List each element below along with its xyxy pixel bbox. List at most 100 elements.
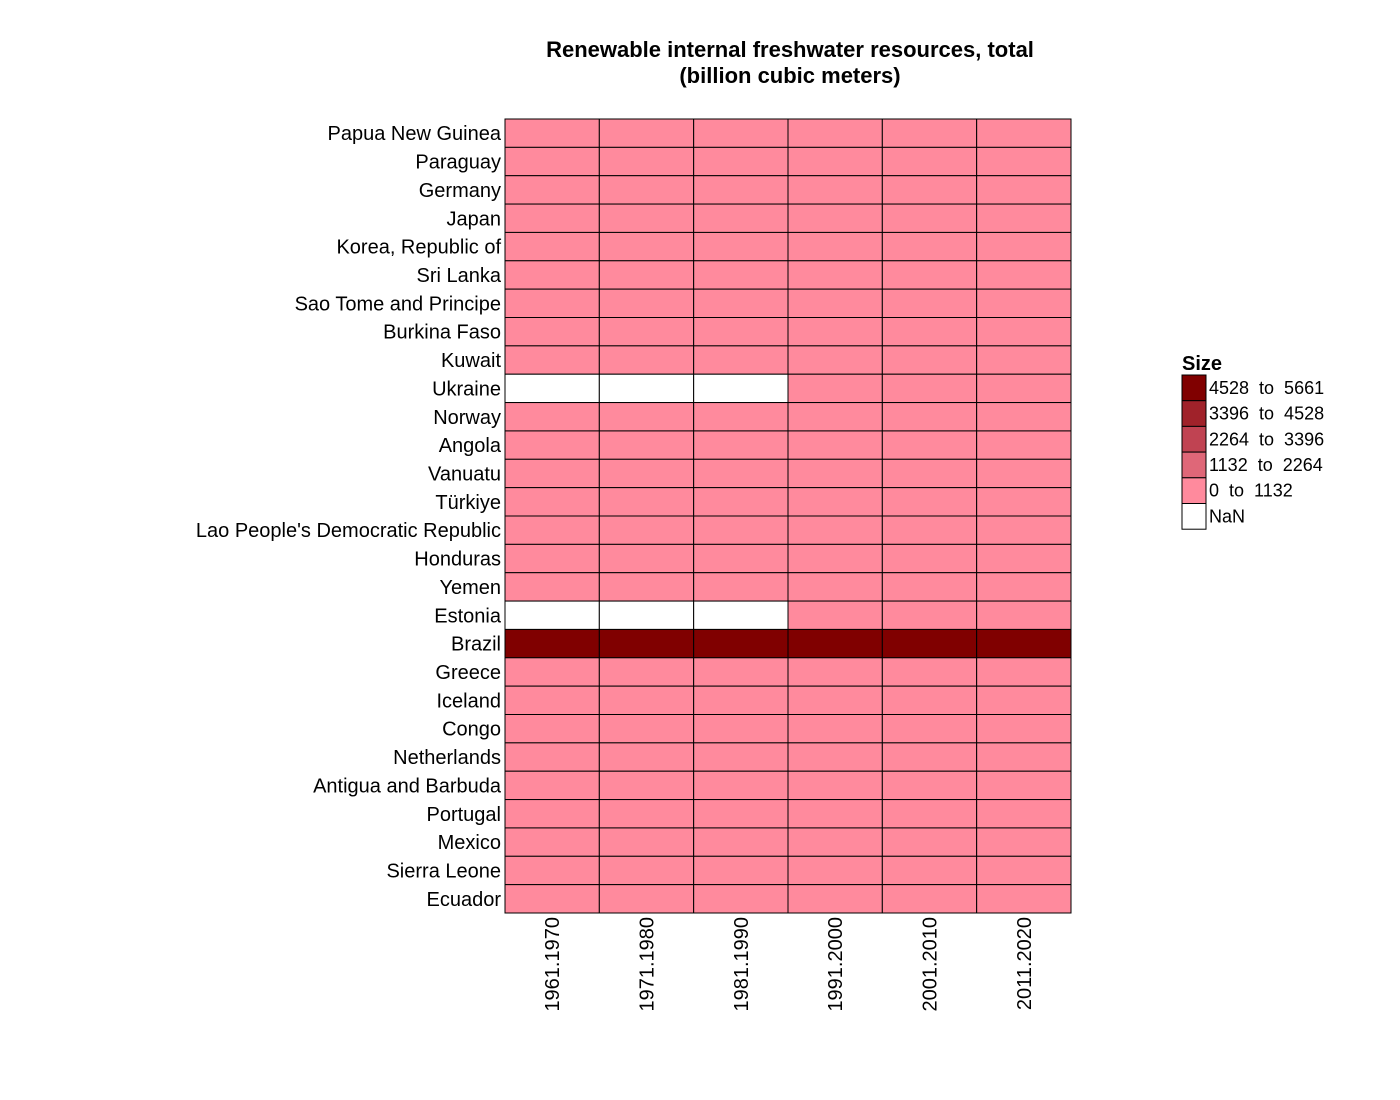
column-label: 1971.1980 bbox=[637, 917, 659, 1012]
heatmap-cell bbox=[976, 714, 1072, 744]
heatmap-cell bbox=[787, 742, 883, 772]
heatmap-cell bbox=[504, 430, 600, 460]
heatmap-cell bbox=[881, 118, 978, 148]
heatmap-cell bbox=[976, 799, 1072, 829]
row-label: Estonia bbox=[434, 605, 502, 627]
heatmap-cell bbox=[693, 827, 789, 857]
heatmap-cell bbox=[881, 827, 978, 857]
row-label: Korea, Republic of bbox=[336, 237, 501, 259]
heatmap-cell bbox=[881, 855, 978, 886]
column-label: 1991.2000 bbox=[825, 917, 847, 1012]
heatmap-cell bbox=[976, 373, 1072, 404]
heatmap-cell bbox=[598, 572, 695, 602]
heatmap-cell bbox=[693, 458, 789, 489]
heatmap-cell bbox=[598, 345, 695, 375]
legend-swatch bbox=[1181, 451, 1207, 479]
row-label: Ukraine bbox=[432, 378, 501, 400]
legend-label: 2264 to 3396 bbox=[1209, 429, 1324, 449]
heatmap-cell bbox=[504, 799, 600, 829]
heatmap-cell bbox=[598, 458, 695, 489]
heatmap-cell bbox=[598, 628, 695, 659]
heatmap-cell bbox=[787, 628, 883, 659]
heatmap-cell bbox=[598, 742, 695, 772]
heatmap-cell bbox=[976, 288, 1072, 319]
row-label: Lao People's Democratic Republic bbox=[196, 520, 501, 542]
heatmap-cell bbox=[598, 260, 695, 290]
row-label: Iceland bbox=[437, 690, 502, 712]
heatmap-cell bbox=[976, 628, 1072, 659]
heatmap-cell bbox=[787, 458, 883, 489]
row-label: Greece bbox=[435, 662, 501, 684]
row-label: Sri Lanka bbox=[417, 265, 502, 287]
legend-swatch bbox=[1181, 425, 1207, 453]
heatmap-cell bbox=[693, 175, 789, 205]
heatmap-cell bbox=[976, 260, 1072, 290]
heatmap-cell bbox=[787, 714, 883, 744]
heatmap-cell bbox=[693, 742, 789, 772]
heatmap-cell bbox=[881, 628, 978, 659]
heatmap-cell bbox=[787, 685, 883, 716]
row-label: Ecuador bbox=[427, 889, 502, 911]
heatmap-cell bbox=[881, 345, 978, 375]
heatmap-cell bbox=[598, 657, 695, 687]
heatmap-cell bbox=[598, 487, 695, 517]
row-label: Brazil bbox=[451, 634, 501, 656]
heatmap-cell bbox=[787, 543, 883, 574]
heatmap-cell bbox=[693, 487, 789, 517]
heatmap-cell bbox=[976, 203, 1072, 233]
heatmap-cell bbox=[504, 458, 600, 489]
heatmap-cell bbox=[976, 827, 1072, 857]
row-label: Mexico bbox=[438, 832, 501, 854]
heatmap-cell bbox=[881, 231, 978, 262]
heatmap-cell bbox=[881, 714, 978, 744]
heatmap-cell bbox=[693, 317, 789, 347]
heatmap-cell bbox=[976, 118, 1072, 148]
heatmap-cell bbox=[693, 402, 789, 432]
legend-swatch bbox=[1181, 503, 1207, 530]
heatmap-cell bbox=[881, 543, 978, 574]
heatmap-cell bbox=[976, 515, 1072, 545]
heatmap-cell bbox=[881, 458, 978, 489]
heatmap-cell bbox=[598, 799, 695, 829]
heatmap-cells bbox=[504, 118, 1072, 914]
heatmap-cell bbox=[504, 657, 600, 687]
heatmap-cell bbox=[976, 146, 1072, 177]
heatmap-cell bbox=[976, 402, 1072, 432]
row-label: Papua New Guinea bbox=[328, 123, 502, 145]
heatmap-cell bbox=[598, 543, 695, 574]
heatmap-cell bbox=[693, 146, 789, 177]
heatmap-cell bbox=[881, 402, 978, 432]
column-label: 1961.1970 bbox=[542, 917, 564, 1012]
heatmap-cell bbox=[787, 430, 883, 460]
legend-label: NaN bbox=[1209, 506, 1245, 526]
heatmap-cell bbox=[787, 288, 883, 319]
heatmap-cell bbox=[598, 231, 695, 262]
heatmap-cell bbox=[881, 799, 978, 829]
heatmap-cell bbox=[976, 884, 1072, 914]
heatmap-cell bbox=[787, 345, 883, 375]
row-label: Paraguay bbox=[415, 152, 501, 174]
row-label: Norway bbox=[433, 407, 501, 429]
heatmap-cell bbox=[881, 146, 978, 177]
heatmap-cell bbox=[976, 855, 1072, 886]
row-label: Congo bbox=[442, 719, 501, 741]
heatmap-cell bbox=[504, 685, 600, 716]
heatmap-cell bbox=[693, 203, 789, 233]
heatmap-cell bbox=[976, 600, 1072, 630]
column-label: 1981.1990 bbox=[731, 917, 753, 1012]
row-label: Yemen bbox=[439, 577, 501, 599]
heatmap-cell bbox=[504, 855, 600, 886]
heatmap-cell bbox=[598, 146, 695, 177]
chart-title: Renewable internal freshwater resources,… bbox=[546, 37, 1034, 62]
row-label: Honduras bbox=[414, 549, 501, 571]
heatmap-cell bbox=[787, 175, 883, 205]
heatmap-cell bbox=[693, 430, 789, 460]
legend-items: 4528 to 5661 3396 to 4528 2264 to 3396 1132… bbox=[1181, 374, 1324, 530]
heatmap-cell bbox=[787, 600, 883, 630]
heatmap-cell bbox=[693, 118, 789, 148]
heatmap-cell bbox=[787, 855, 883, 886]
row-label: Burkina Faso bbox=[383, 322, 501, 344]
heatmap-cell bbox=[881, 430, 978, 460]
heatmap-cell bbox=[598, 827, 695, 857]
